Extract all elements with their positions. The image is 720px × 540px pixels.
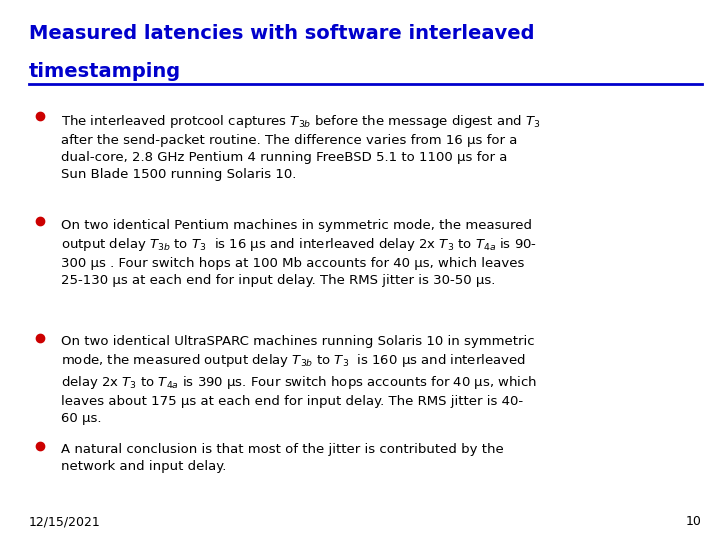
Text: 12/15/2021: 12/15/2021 (29, 515, 101, 528)
Text: Measured latencies with software interleaved: Measured latencies with software interle… (29, 24, 534, 43)
Text: A natural conclusion is that most of the jitter is contributed by the
network an: A natural conclusion is that most of the… (61, 443, 504, 472)
Text: The interleaved protcool captures $T_{3b}$ before the message digest and $T_3$
a: The interleaved protcool captures $T_{3b… (61, 113, 541, 181)
Text: 10: 10 (686, 515, 702, 528)
Text: On two identical UltraSPARC machines running Solaris 10 in symmetric
mode, the m: On two identical UltraSPARC machines run… (61, 335, 538, 424)
Text: On two identical Pentium machines in symmetric mode, the measured
output delay $: On two identical Pentium machines in sym… (61, 219, 537, 287)
Text: timestamping: timestamping (29, 62, 181, 81)
